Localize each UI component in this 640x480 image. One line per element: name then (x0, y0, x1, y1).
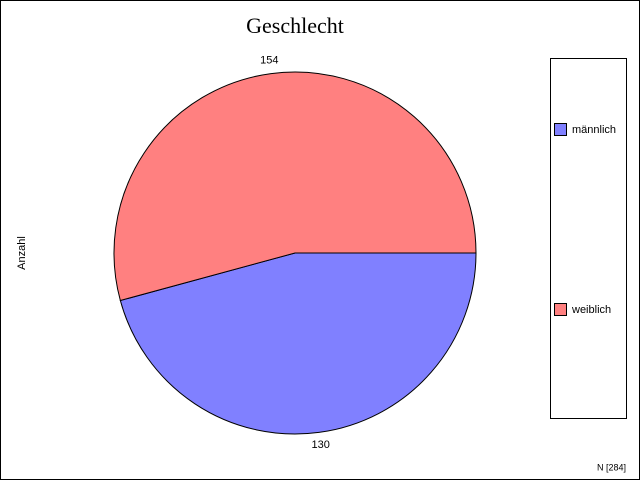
pie-slice (113, 71, 477, 302)
legend-swatch (554, 123, 567, 136)
legend-box (550, 58, 627, 419)
legend-label: männlich (572, 124, 616, 136)
data-label: 154 (260, 55, 278, 67)
pie-slice (119, 252, 477, 435)
data-label: 130 (311, 439, 329, 451)
note: N [284] (597, 462, 626, 472)
y-axis-label: Anzahl (16, 236, 28, 270)
legend-label: weiblich (571, 304, 611, 316)
legend-swatch (554, 303, 567, 316)
chart-title: Geschlecht (246, 13, 344, 38)
